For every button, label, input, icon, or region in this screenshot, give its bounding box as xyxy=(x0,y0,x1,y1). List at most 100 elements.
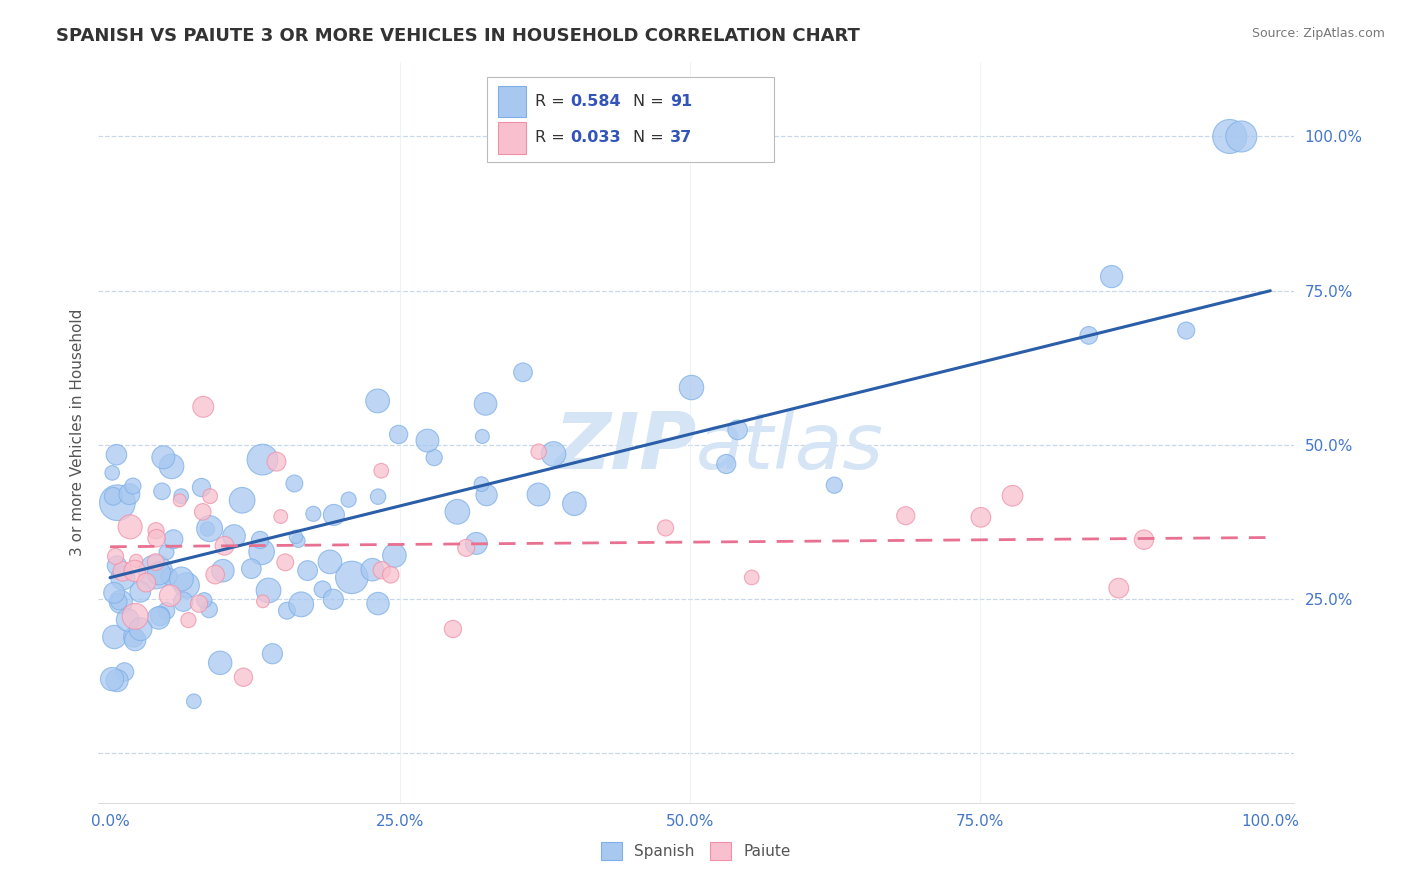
Point xyxy=(124,609,146,624)
Point xyxy=(543,447,565,461)
Point xyxy=(894,508,917,523)
Point xyxy=(145,565,167,579)
Point xyxy=(274,555,297,569)
Point xyxy=(340,570,363,584)
Text: R =: R = xyxy=(534,130,569,145)
Point xyxy=(103,630,125,644)
Point xyxy=(212,564,235,578)
FancyBboxPatch shape xyxy=(498,87,526,117)
Point xyxy=(465,536,488,550)
Text: 91: 91 xyxy=(669,95,692,109)
Point xyxy=(155,604,177,618)
Point xyxy=(252,452,274,467)
Point xyxy=(104,549,127,564)
Point xyxy=(471,429,494,443)
Point xyxy=(214,539,236,553)
Point xyxy=(1175,324,1198,338)
Point xyxy=(727,423,749,437)
Point xyxy=(475,488,498,502)
Point xyxy=(654,521,676,535)
Point xyxy=(170,572,193,586)
Point xyxy=(276,604,298,618)
Text: R =: R = xyxy=(534,95,569,109)
Point xyxy=(190,481,212,495)
Point xyxy=(1101,269,1123,284)
Point xyxy=(527,444,550,458)
Point xyxy=(159,589,181,603)
Point xyxy=(145,524,167,538)
Point xyxy=(380,567,402,582)
Point xyxy=(1219,129,1241,144)
Point xyxy=(148,611,170,625)
Point xyxy=(1001,489,1024,503)
Point xyxy=(111,565,134,579)
Point xyxy=(311,582,333,597)
Point xyxy=(101,466,124,480)
Point xyxy=(250,545,273,559)
Point xyxy=(191,505,214,519)
Point xyxy=(198,602,221,616)
FancyBboxPatch shape xyxy=(486,78,773,162)
Point xyxy=(337,492,360,507)
Point xyxy=(1230,129,1253,144)
Point xyxy=(103,489,125,503)
Point xyxy=(240,562,263,576)
Point xyxy=(257,583,280,598)
Point xyxy=(117,613,139,627)
Point xyxy=(155,545,177,559)
Point xyxy=(297,564,319,578)
Point xyxy=(388,427,411,442)
Point xyxy=(367,490,389,504)
Point xyxy=(198,522,221,536)
Text: atlas: atlas xyxy=(696,409,884,485)
Point xyxy=(105,673,128,688)
Point xyxy=(290,598,312,612)
Point xyxy=(150,484,173,499)
Point xyxy=(319,555,342,569)
Point xyxy=(172,594,194,608)
Point xyxy=(222,529,245,543)
Point xyxy=(118,487,141,501)
Point xyxy=(249,533,271,547)
Point xyxy=(177,613,200,627)
Y-axis label: 3 or more Vehicles in Household: 3 or more Vehicles in Household xyxy=(69,309,84,557)
Point xyxy=(193,593,215,607)
Point xyxy=(322,592,344,607)
Point xyxy=(204,567,226,582)
Point xyxy=(283,476,305,491)
Point xyxy=(266,455,288,469)
Point xyxy=(135,575,157,590)
FancyBboxPatch shape xyxy=(498,122,526,153)
Point xyxy=(512,365,534,379)
Point xyxy=(110,595,132,609)
Point xyxy=(129,622,152,636)
Point xyxy=(232,670,254,684)
Point xyxy=(111,571,134,585)
Text: 37: 37 xyxy=(669,130,692,145)
Point xyxy=(456,541,478,555)
Point xyxy=(152,450,174,465)
Point xyxy=(384,549,406,563)
Point xyxy=(169,493,191,508)
Point xyxy=(148,566,170,581)
Point xyxy=(322,508,344,522)
Text: 0.033: 0.033 xyxy=(571,130,621,145)
Point xyxy=(970,510,993,524)
Point xyxy=(122,479,145,493)
Point xyxy=(149,609,172,624)
Text: N =: N = xyxy=(633,130,668,145)
Point xyxy=(176,578,198,592)
Point xyxy=(367,393,389,408)
Point xyxy=(125,554,148,568)
Point xyxy=(198,489,221,503)
Point xyxy=(160,459,183,474)
Point xyxy=(371,563,394,577)
Point xyxy=(416,434,439,448)
Text: SPANISH VS PAIUTE 3 OR MORE VEHICLES IN HOUSEHOLD CORRELATION CHART: SPANISH VS PAIUTE 3 OR MORE VEHICLES IN … xyxy=(56,27,860,45)
Point xyxy=(193,400,215,414)
Point xyxy=(446,505,468,519)
Text: ZIP: ZIP xyxy=(554,409,696,485)
Point xyxy=(270,509,292,524)
Point xyxy=(124,633,146,648)
Point xyxy=(197,522,219,536)
